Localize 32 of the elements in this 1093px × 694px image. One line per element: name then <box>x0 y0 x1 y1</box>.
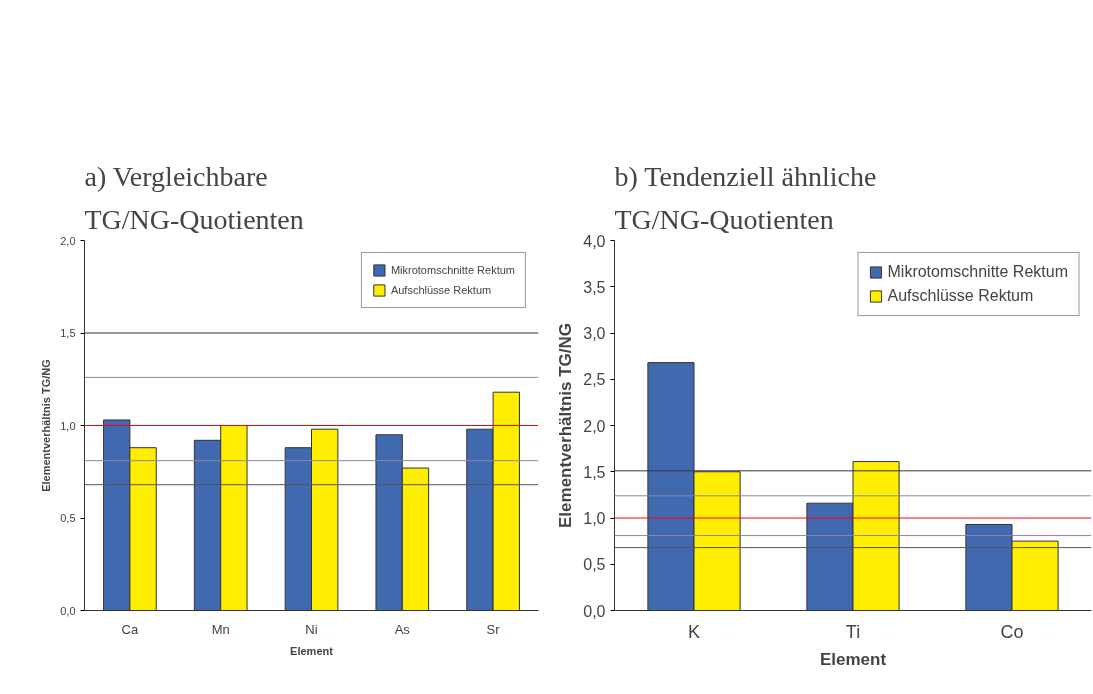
x-tick-label: Ti <box>845 621 861 642</box>
legend-label: Aufschlüsse Rektum <box>887 287 1034 305</box>
x-axis-title: Element <box>290 644 334 657</box>
y-tick-label: 0,0 <box>583 602 606 620</box>
x-tick-label: K <box>688 621 701 642</box>
y-tick-label: 0,5 <box>583 556 606 574</box>
y-axis-title: Elementverhältnis TG/NG <box>556 323 576 528</box>
y-tick-label: 0,5 <box>60 512 76 524</box>
x-tick-label: Ca <box>121 621 139 637</box>
y-tick-label: 1,0 <box>583 510 606 527</box>
y-tick-label: 2,0 <box>60 234 76 247</box>
x-tick-label: Co <box>1000 621 1024 642</box>
chart-title: b) Tendenziell ähnliche TG/NG-Quotienten <box>614 161 877 236</box>
x-tick-label: As <box>394 621 411 637</box>
y-tick-label: 1,5 <box>583 463 606 481</box>
x-tick-label: Sr <box>486 621 501 637</box>
y-tick-label: 2,0 <box>583 417 606 435</box>
y-tick-label: 1,0 <box>60 419 76 432</box>
y-tick-label: 4,0 <box>583 232 606 250</box>
x-axis-title: Element <box>819 649 887 669</box>
y-axis-title: Elementverhältnis TG/NG <box>40 359 53 492</box>
y-tick-label: 0,0 <box>60 604 76 617</box>
legend-label: Aufschlüsse Rektum <box>390 284 492 296</box>
legend-label: Mikrotomschnitte Rektum <box>390 264 515 276</box>
x-tick-label: Ni <box>305 621 318 637</box>
y-tick-label: 2,5 <box>583 371 606 389</box>
y-tick-label: 3,0 <box>583 325 606 342</box>
chart-title: a) Vergleichbare TG/NG-Quotienten <box>84 161 304 236</box>
x-tick-label: Mn <box>211 621 230 637</box>
y-tick-label: 1,5 <box>60 327 76 339</box>
legend-label: Mikrotomschnitte Rektum <box>887 263 1068 281</box>
y-tick-label: 3,5 <box>583 278 606 296</box>
